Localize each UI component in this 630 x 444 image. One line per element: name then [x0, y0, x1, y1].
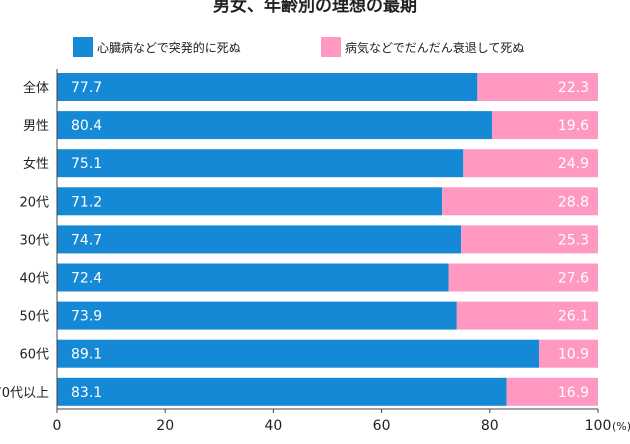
bar-sudden — [57, 149, 464, 178]
bar-sudden — [57, 339, 540, 368]
value-label-sudden: 72.4 — [71, 271, 102, 287]
bar-gradual — [477, 73, 598, 101]
value-label-gradual: 10.9 — [558, 347, 589, 363]
value-label-gradual: 22.3 — [558, 80, 589, 96]
bar-gradual — [456, 301, 598, 330]
legend-label-sudden: 心臓病などで突発的に死ぬ — [97, 40, 241, 55]
bar-sudden — [57, 225, 462, 254]
bar-sudden — [57, 187, 443, 216]
value-label-gradual: 27.6 — [558, 271, 589, 287]
legend-swatch-gradual — [321, 37, 341, 57]
bar-sudden — [57, 377, 507, 406]
category-label: 女性 — [23, 156, 49, 172]
value-label-sudden: 74.7 — [71, 232, 102, 248]
category-label: 40代 — [19, 272, 49, 287]
value-label-sudden: 71.2 — [71, 194, 102, 210]
category-label: 全体 — [23, 80, 49, 96]
legend-swatch-sudden — [73, 37, 93, 57]
value-label-gradual: 16.9 — [558, 385, 589, 401]
bar-gradual — [442, 187, 598, 216]
bar-gradual — [506, 377, 598, 406]
x-unit-label: (%) — [612, 420, 630, 433]
value-label-sudden: 83.1 — [71, 385, 102, 401]
value-label-sudden: 73.9 — [71, 309, 102, 325]
legend: 心臓病などで突発的に死ぬ 病気などでだんだん衰退して死ぬ — [0, 37, 630, 57]
value-label-sudden: 89.1 — [71, 347, 102, 363]
bar-gradual — [463, 149, 598, 178]
bar-sudden — [57, 301, 457, 330]
category-label: 20代 — [19, 195, 49, 210]
x-tick-label: 0 — [53, 418, 62, 434]
bar-gradual — [491, 111, 598, 140]
value-label-gradual: 25.3 — [558, 232, 589, 248]
value-label-sudden: 77.7 — [71, 80, 102, 96]
value-label-gradual: 28.8 — [558, 194, 589, 210]
x-tick-label: 80 — [481, 418, 499, 434]
category-label: 70代以上 — [0, 386, 49, 401]
value-label-gradual: 19.6 — [558, 118, 589, 134]
category-label: 男性 — [23, 119, 49, 134]
legend-item-sudden: 心臓病などで突発的に死ぬ — [73, 37, 241, 57]
value-label-sudden: 80.4 — [71, 118, 102, 134]
value-label-gradual: 24.9 — [558, 156, 589, 172]
bar-gradual — [539, 339, 598, 368]
category-label: 60代 — [19, 348, 49, 363]
legend-item-gradual: 病気などでだんだん衰退して死ぬ — [321, 37, 524, 57]
category-label: 50代 — [19, 310, 49, 325]
bar-gradual — [461, 225, 598, 254]
category-label: 30代 — [19, 233, 49, 248]
legend-label-gradual: 病気などでだんだん衰退して死ぬ — [345, 40, 525, 55]
x-tick-label: 100 — [585, 418, 612, 434]
value-label-sudden: 75.1 — [71, 156, 102, 172]
x-tick-label: 60 — [373, 418, 391, 434]
bar-gradual — [448, 263, 598, 292]
value-label-gradual: 26.1 — [558, 309, 589, 325]
bar-sudden — [57, 111, 492, 140]
x-tick-label: 40 — [264, 418, 282, 434]
bar-sudden — [57, 73, 478, 101]
x-tick-label: 20 — [156, 418, 174, 434]
chart-title: 男女、年齢別の理想の最期 — [213, 0, 417, 16]
bar-sudden — [57, 263, 449, 292]
